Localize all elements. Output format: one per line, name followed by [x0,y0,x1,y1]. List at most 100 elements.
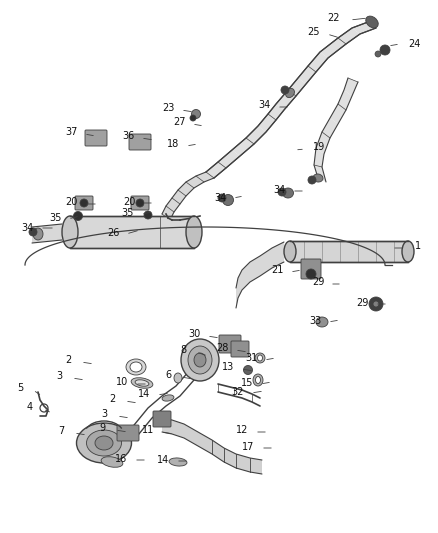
Polygon shape [232,138,254,156]
Text: 29: 29 [312,277,324,287]
Polygon shape [206,162,226,178]
Ellipse shape [255,376,261,384]
Circle shape [373,301,379,307]
Polygon shape [290,241,408,262]
Polygon shape [314,165,326,182]
Text: 2: 2 [109,394,115,404]
Text: 11: 11 [142,425,154,435]
Polygon shape [288,78,306,96]
Polygon shape [338,28,360,44]
Ellipse shape [284,241,296,262]
Ellipse shape [101,457,123,467]
Text: 20: 20 [65,197,77,207]
Text: 23: 23 [162,103,174,113]
Polygon shape [218,150,240,168]
Circle shape [281,86,289,94]
Ellipse shape [162,395,174,401]
Text: 6: 6 [165,370,171,380]
Ellipse shape [191,109,201,118]
Polygon shape [70,216,194,248]
Text: 9: 9 [99,423,105,433]
Polygon shape [268,104,284,120]
Polygon shape [184,424,198,446]
Circle shape [190,115,196,121]
Ellipse shape [33,228,43,240]
Polygon shape [246,126,266,144]
Polygon shape [276,90,296,110]
Text: 5: 5 [17,383,23,393]
Polygon shape [272,242,284,268]
Ellipse shape [77,423,131,463]
Ellipse shape [258,355,262,361]
Polygon shape [212,440,224,462]
Text: 4: 4 [27,402,33,412]
FancyBboxPatch shape [301,259,321,279]
Circle shape [306,269,316,279]
Polygon shape [162,206,174,220]
Ellipse shape [186,216,202,248]
Text: 1: 1 [415,241,421,251]
Ellipse shape [169,458,187,466]
Text: 34: 34 [214,193,226,203]
Polygon shape [172,190,186,204]
Text: 25: 25 [308,27,320,37]
Circle shape [29,228,37,236]
Polygon shape [172,420,184,438]
Polygon shape [238,270,242,298]
Text: 22: 22 [327,13,339,23]
Polygon shape [224,448,236,468]
Text: 21: 21 [271,265,283,275]
Ellipse shape [86,430,121,456]
Text: 8: 8 [180,345,186,355]
Text: 3: 3 [56,371,62,381]
Polygon shape [236,454,250,472]
Ellipse shape [95,436,113,450]
Text: 26: 26 [107,228,119,238]
Text: 14: 14 [157,455,169,465]
Text: 16: 16 [115,454,127,464]
Ellipse shape [402,241,414,262]
Polygon shape [162,418,172,434]
Polygon shape [42,225,52,242]
Text: 27: 27 [173,117,185,127]
Ellipse shape [130,362,142,372]
FancyBboxPatch shape [131,196,149,210]
Polygon shape [352,22,376,34]
Text: 33: 33 [309,316,321,326]
Polygon shape [330,104,346,124]
Text: 34: 34 [273,185,285,195]
Ellipse shape [253,374,263,386]
Text: 18: 18 [167,139,179,149]
Circle shape [136,199,144,207]
Text: 32: 32 [232,387,244,397]
Ellipse shape [62,216,78,248]
Polygon shape [308,52,328,72]
Circle shape [80,199,88,207]
Text: 19: 19 [313,142,325,152]
Polygon shape [198,432,212,454]
Polygon shape [242,262,250,290]
Circle shape [218,194,226,202]
Polygon shape [166,198,180,212]
FancyBboxPatch shape [153,411,171,427]
Text: 20: 20 [123,197,135,207]
Text: 36: 36 [122,131,134,141]
Polygon shape [250,458,262,474]
FancyBboxPatch shape [85,130,107,146]
FancyBboxPatch shape [75,196,93,210]
Text: 35: 35 [49,213,61,223]
Text: 35: 35 [122,208,134,218]
Polygon shape [178,182,194,196]
Ellipse shape [135,380,149,386]
Text: 15: 15 [241,378,253,388]
Text: 29: 29 [356,298,368,308]
FancyBboxPatch shape [219,335,241,353]
Ellipse shape [283,188,293,198]
Text: 13: 13 [222,362,234,372]
Polygon shape [186,176,204,188]
Ellipse shape [313,174,323,182]
Ellipse shape [126,359,146,375]
FancyBboxPatch shape [129,134,151,150]
Text: 3: 3 [101,409,107,419]
Ellipse shape [286,88,294,98]
